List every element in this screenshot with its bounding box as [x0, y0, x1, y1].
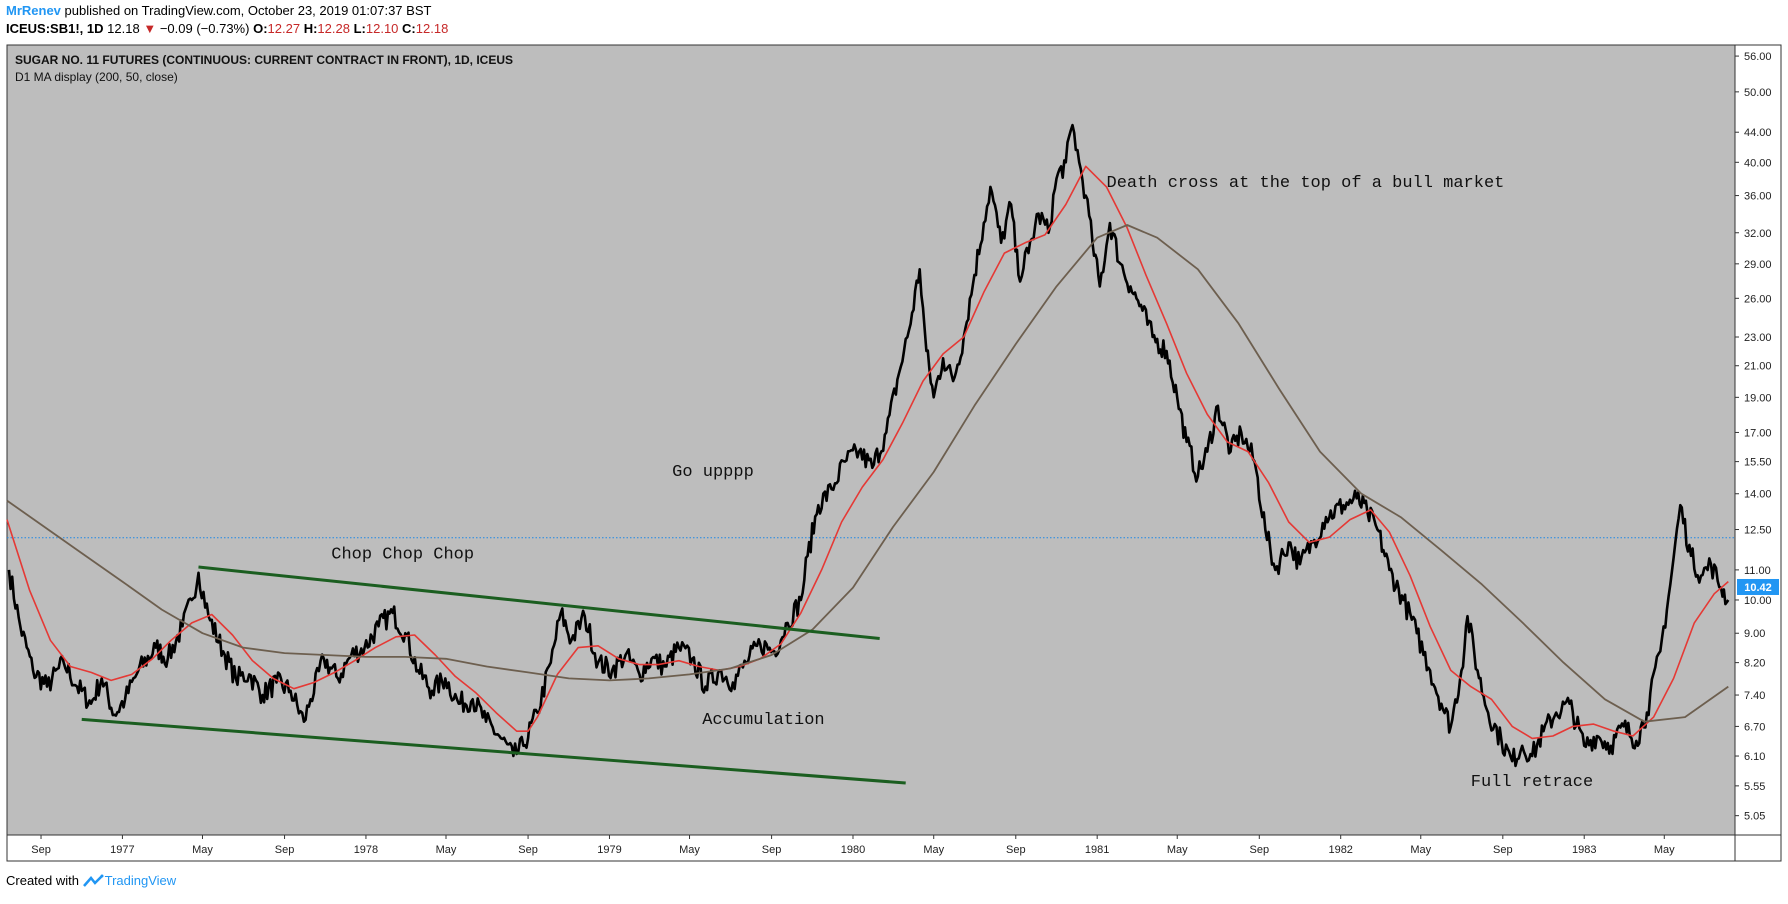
- x-tick-label: May: [436, 844, 457, 856]
- price-series-line: [7, 123, 1730, 768]
- y-tick-label: 44.00: [1744, 127, 1772, 139]
- open-label: O:: [253, 21, 268, 36]
- y-tick-label: 32.00: [1744, 228, 1772, 240]
- chart-title: SUGAR NO. 11 FUTURES (CONTINUOUS: CURREN…: [15, 53, 513, 67]
- symbol-label: ICEUS:SB1!, 1D: [6, 21, 104, 36]
- x-tick-label: 1983: [1572, 844, 1596, 856]
- low-label: L:: [353, 21, 366, 36]
- y-tick-label: 23.00: [1744, 332, 1772, 344]
- x-tick-label: 1979: [597, 844, 621, 856]
- x-tick-label: Sep: [1250, 844, 1270, 856]
- high-label: H:: [303, 21, 318, 36]
- down-triangle-icon: ▼: [143, 21, 157, 36]
- x-tick-label: 1978: [354, 844, 378, 856]
- time-axis-background[interactable]: [7, 835, 1735, 861]
- price-change: −0.09 (−0.73%): [159, 21, 250, 36]
- y-tick-label: 5.05: [1744, 811, 1765, 823]
- high-value: 12.28: [317, 21, 350, 36]
- ohlc-bar: ICEUS:SB1!, 1D 12.18 ▼ −0.09 (−0.73%) O:…: [6, 21, 448, 36]
- x-tick-label: 1977: [110, 844, 134, 856]
- annotation-text[interactable]: Death cross at the top of a bull market: [1107, 174, 1505, 193]
- y-tick-label: 15.50: [1744, 457, 1772, 469]
- publish-info: MrRenev published on TradingView.com, Oc…: [6, 3, 431, 18]
- annotation-text[interactable]: Accumulation: [702, 711, 824, 730]
- ma50-series-line: [6, 165, 1729, 740]
- x-tick-label: 1982: [1328, 844, 1352, 856]
- y-tick-label: 56.00: [1744, 51, 1772, 63]
- x-tick-label: May: [1654, 844, 1675, 856]
- y-tick-label: 19.00: [1744, 392, 1772, 404]
- y-axis-ticks: 56.00 50.00 44.00 40.00 36.00 32.00 29.00 26.00…: [1735, 51, 1772, 823]
- y-tick-label: 8.20: [1744, 658, 1765, 670]
- y-tick-label: 10.00: [1744, 595, 1772, 607]
- footer: Created with TradingView: [6, 873, 176, 891]
- chart-subtitle: D1 MA display (200, 50, close): [15, 70, 178, 84]
- x-tick-label: Sep: [1006, 844, 1026, 856]
- x-tick-label: Sep: [275, 844, 295, 856]
- last-price-badge-bg: [1737, 578, 1779, 595]
- y-tick-label: 6.10: [1744, 751, 1765, 763]
- close-label: C:: [402, 21, 416, 36]
- y-tick-label: 29.00: [1744, 259, 1772, 271]
- upper-trendline[interactable]: [198, 565, 880, 641]
- plot-layer: Death cross at the top of a bull market G…: [6, 123, 1735, 792]
- y-tick-label: 50.00: [1744, 87, 1772, 99]
- x-tick-label: May: [1410, 844, 1431, 856]
- y-tick-label: 14.00: [1744, 489, 1772, 501]
- x-tick-label: Sep: [518, 844, 538, 856]
- x-axis-ticks: Sep 1977 May Sep 1978 May Sep 1979 May Sep 1980 May…: [31, 835, 1675, 856]
- annotation-text[interactable]: Chop Chop Chop: [331, 546, 474, 565]
- x-tick-label: May: [679, 844, 700, 856]
- ma200-series-line: [6, 224, 1729, 723]
- y-tick-label: 5.55: [1744, 781, 1765, 793]
- x-tick-label: May: [1167, 844, 1188, 856]
- y-tick-label: 26.00: [1744, 293, 1772, 305]
- x-tick-label: Sep: [762, 844, 782, 856]
- low-value: 12.10: [365, 21, 399, 36]
- created-with-text: Created with: [6, 873, 79, 888]
- annotation-text[interactable]: Full retrace: [1471, 773, 1593, 792]
- lower-trendline[interactable]: [81, 717, 906, 785]
- tradingview-logo-icon: [82, 874, 105, 891]
- price-axis-background[interactable]: [1735, 45, 1781, 835]
- y-tick-label: 21.00: [1744, 361, 1772, 373]
- y-tick-label: 7.40: [1744, 690, 1765, 702]
- y-tick-label: 40.00: [1744, 157, 1772, 169]
- last-price: 12.18: [107, 21, 140, 36]
- x-tick-label: 1981: [1085, 844, 1109, 856]
- x-tick-label: 1980: [841, 844, 865, 856]
- x-tick-label: May: [923, 844, 944, 856]
- open-value: 12.27: [267, 21, 301, 36]
- x-tick-label: Sep: [31, 844, 51, 856]
- last-price-badge: 10.42: [1737, 578, 1779, 595]
- y-tick-label: 17.00: [1744, 427, 1772, 439]
- last-price-badge-text: 10.42: [1744, 582, 1772, 594]
- x-tick-label: Sep: [1493, 844, 1513, 856]
- plot-background[interactable]: [7, 45, 1735, 835]
- close-value: 12.18: [415, 21, 449, 36]
- annotation-text[interactable]: Go upppp: [672, 463, 754, 482]
- x-tick-label: May: [192, 844, 213, 856]
- tradingview-link[interactable]: TradingView: [104, 873, 177, 888]
- author-link[interactable]: MrRenev: [6, 3, 61, 18]
- y-tick-label: 12.50: [1744, 525, 1772, 537]
- chart-frame: [6, 44, 1782, 862]
- y-tick-label: 6.70: [1744, 721, 1765, 733]
- y-tick-label: 11.00: [1744, 565, 1771, 577]
- published-text: published on TradingView.com, October 23…: [64, 3, 432, 18]
- y-tick-label: 36.00: [1744, 191, 1772, 203]
- y-tick-label: 9.00: [1744, 628, 1765, 640]
